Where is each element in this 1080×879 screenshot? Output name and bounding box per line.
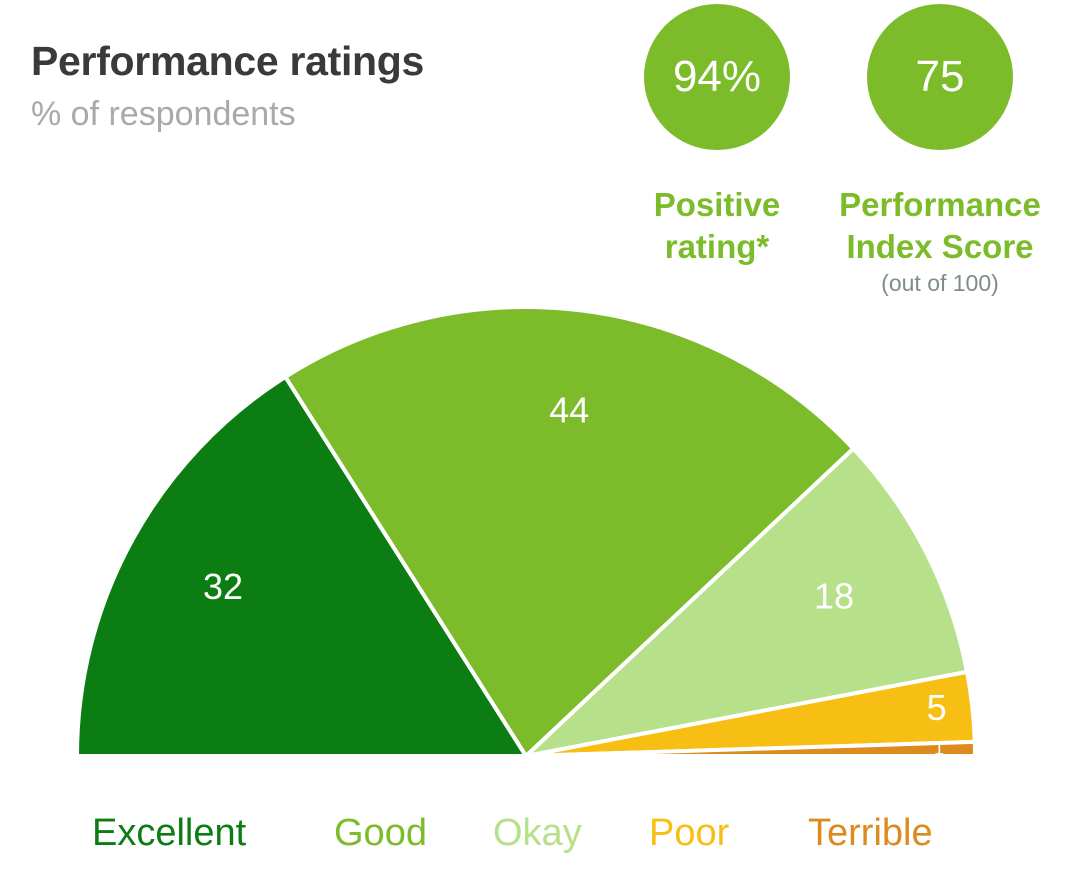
value-label-terrible: 1: [934, 738, 944, 758]
performance-index-label-line2: Index Score: [846, 228, 1034, 265]
positive-rating-circle: 94%: [644, 4, 790, 150]
performance-index-circle: 75: [867, 4, 1013, 150]
pie-slices: [75, 305, 978, 758]
legend-item-poor: Poor: [649, 812, 730, 854]
positive-rating-kpi: 94% Positive rating*: [587, 4, 847, 268]
pie-value-labels: 32 44 18 5 1: [203, 390, 947, 759]
pie-slice-okay: [524, 446, 970, 758]
pie-slice-good: [283, 305, 856, 758]
performance-index-label: Performance Index Score: [810, 184, 1070, 268]
positive-rating-label: Positive rating*: [587, 184, 847, 268]
legend-item-okay: Okay: [493, 812, 582, 854]
chart-subtitle: % of respondents: [31, 95, 296, 133]
pie-slice-terrible: [524, 739, 978, 758]
performance-index-label-line1: Performance: [839, 186, 1041, 223]
value-label-good: 44: [549, 390, 589, 431]
value-label-poor: 5: [927, 687, 947, 728]
legend-item-terrible: Terrible: [808, 812, 933, 854]
value-label-excellent: 32: [203, 566, 243, 607]
legend-item-good: Good: [334, 812, 427, 854]
positive-rating-label-line2: rating*: [664, 228, 770, 265]
legend-item-excellent: Excellent: [92, 812, 247, 854]
positive-rating-label-line1: Positive: [653, 186, 781, 223]
pie-slice-excellent: [75, 374, 528, 758]
positive-rating-value: 94%: [672, 52, 762, 101]
performance-index-value: 75: [915, 52, 965, 101]
chart-title: Performance ratings: [31, 38, 425, 84]
value-label-okay: 18: [814, 576, 854, 617]
performance-index-kpi: 75 Performance Index Score (out of 100): [810, 4, 1070, 298]
performance-index-note: (out of 100): [881, 270, 999, 296]
